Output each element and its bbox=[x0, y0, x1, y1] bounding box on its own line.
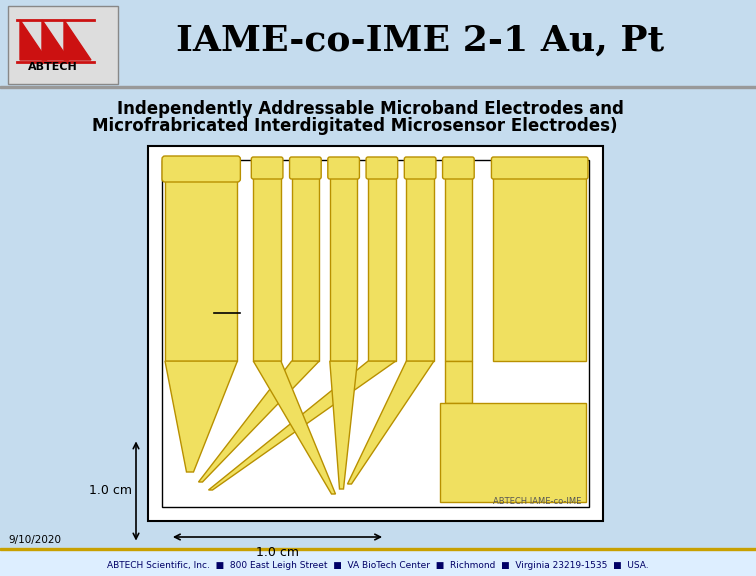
FancyBboxPatch shape bbox=[366, 157, 398, 179]
Bar bbox=[253, 161, 281, 361]
FancyBboxPatch shape bbox=[162, 156, 240, 182]
Polygon shape bbox=[20, 20, 47, 60]
FancyBboxPatch shape bbox=[491, 157, 588, 179]
Polygon shape bbox=[330, 361, 358, 489]
Bar bbox=[162, 160, 589, 507]
Text: ABTECH: ABTECH bbox=[28, 62, 78, 72]
Polygon shape bbox=[199, 361, 319, 482]
Text: IAME-co-IME 2-1 Au, Pt: IAME-co-IME 2-1 Au, Pt bbox=[176, 24, 664, 58]
Text: 1.0 cm: 1.0 cm bbox=[256, 546, 299, 559]
Polygon shape bbox=[348, 361, 434, 484]
Bar bbox=[494, 161, 586, 361]
Polygon shape bbox=[165, 361, 237, 472]
Text: ABTECH IAME-co-IME: ABTECH IAME-co-IME bbox=[493, 497, 581, 506]
Bar bbox=[0, 548, 756, 576]
Bar bbox=[445, 361, 472, 403]
FancyBboxPatch shape bbox=[328, 157, 359, 179]
FancyBboxPatch shape bbox=[251, 157, 283, 179]
Bar bbox=[0, 548, 756, 550]
Polygon shape bbox=[253, 361, 336, 494]
Text: Independently Addressable Microband Electrodes and: Independently Addressable Microband Elec… bbox=[116, 100, 624, 118]
Bar bbox=[165, 161, 237, 361]
Bar bbox=[330, 161, 358, 361]
Text: 1.0 cm: 1.0 cm bbox=[89, 484, 132, 498]
Bar bbox=[148, 146, 603, 521]
Text: Microfrabricated Interdigitated Microsensor Electrodes): Microfrabricated Interdigitated Microsen… bbox=[92, 117, 618, 135]
FancyBboxPatch shape bbox=[442, 157, 474, 179]
FancyBboxPatch shape bbox=[404, 157, 436, 179]
FancyBboxPatch shape bbox=[290, 157, 321, 179]
Bar bbox=[292, 161, 319, 361]
Bar bbox=[0, 86, 756, 88]
Polygon shape bbox=[209, 361, 395, 490]
Bar bbox=[406, 161, 434, 361]
Bar bbox=[8, 6, 118, 84]
Bar bbox=[368, 161, 395, 361]
Text: 9/10/2020: 9/10/2020 bbox=[8, 535, 61, 545]
Polygon shape bbox=[64, 20, 91, 60]
Polygon shape bbox=[42, 20, 69, 60]
Text: ABTECH Scientific, Inc.  ■  800 East Leigh Street  ■  VA BioTech Center  ■  Rich: ABTECH Scientific, Inc. ■ 800 East Leigh… bbox=[107, 560, 649, 570]
Bar bbox=[440, 403, 586, 502]
Bar bbox=[445, 161, 472, 361]
